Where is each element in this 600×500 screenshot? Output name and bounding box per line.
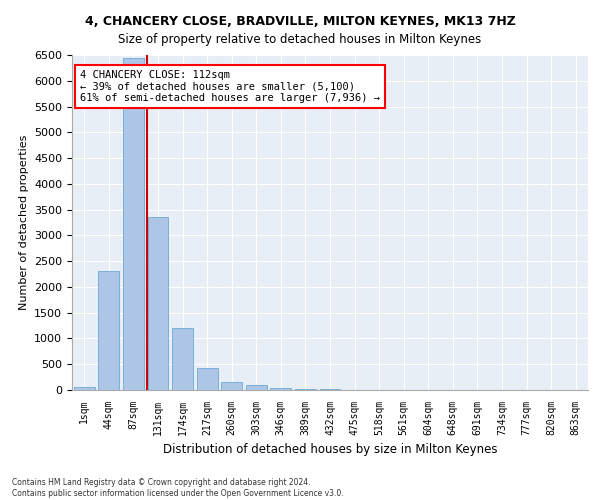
Bar [98,272,119,390]
Text: 4, CHANCERY CLOSE, BRADVILLE, MILTON KEYNES, MK13 7HZ: 4, CHANCERY CLOSE, BRADVILLE, MILTON KEY… [85,15,515,28]
Text: Size of property relative to detached houses in Milton Keynes: Size of property relative to detached ho… [118,32,482,46]
X-axis label: Distribution of detached houses by size in Milton Keynes: Distribution of detached houses by size … [163,444,497,456]
Bar [271,388,292,390]
Text: 4 CHANCERY CLOSE: 112sqm
← 39% of detached houses are smaller (5,100)
61% of sem: 4 CHANCERY CLOSE: 112sqm ← 39% of detach… [80,70,380,103]
Bar [246,385,267,390]
Bar [221,382,242,390]
Bar [197,368,218,390]
Bar [123,58,144,390]
Bar [148,218,169,390]
Bar [74,387,95,390]
Bar [172,328,193,390]
Y-axis label: Number of detached properties: Number of detached properties [19,135,29,310]
Text: Contains HM Land Registry data © Crown copyright and database right 2024.
Contai: Contains HM Land Registry data © Crown c… [12,478,344,498]
Bar [295,389,316,390]
